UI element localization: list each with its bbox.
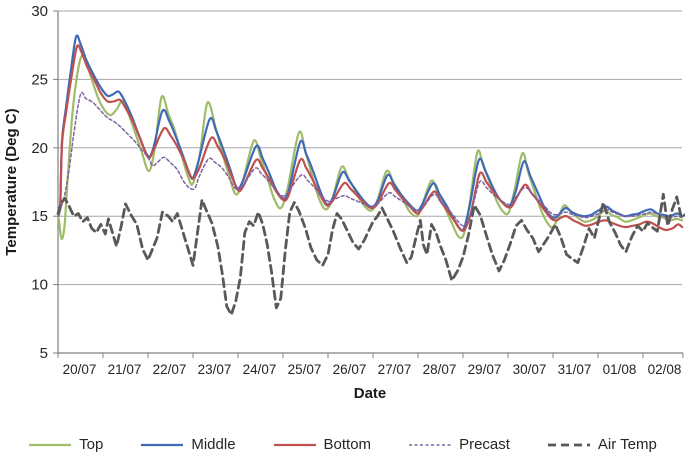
x-tick-label: 28/07 (423, 362, 457, 377)
y-tick-label: 10 (31, 277, 48, 294)
legend-item-middle: Middle (140, 436, 236, 453)
legend-item-bottom: Bottom (273, 436, 372, 453)
x-tick-label: 23/07 (198, 362, 232, 377)
x-tick-label: 27/07 (378, 362, 412, 377)
x-axis-title: Date (353, 385, 387, 402)
x-tick-label: 20/07 (63, 362, 97, 377)
legend-swatch-bottom (273, 443, 316, 446)
x-tick-label: 26/07 (333, 362, 367, 377)
series-line-bottom (57, 44, 684, 232)
x-tick-label: 21/07 (108, 362, 142, 377)
series-line-air-temp (56, 192, 685, 317)
y-tick-label: 30 (31, 3, 48, 20)
x-tick-label: 29/07 (468, 362, 502, 377)
legend-item-air-temp: Air Temp (547, 436, 657, 453)
y-axis-title: Temperature (Deg C) (3, 108, 20, 255)
x-tick-label: 22/07 (153, 362, 187, 377)
legend-label-top: Top (79, 436, 104, 453)
legend-item-precast: Precast (408, 436, 510, 453)
y-tick-label: 5 (40, 345, 48, 362)
x-tick-label: 31/07 (558, 362, 592, 377)
y-tick-label: 25 (31, 71, 48, 88)
y-tick-label: 20 (31, 140, 48, 157)
legend-swatch-air-temp (547, 443, 590, 446)
plot-area: 30 25 20 15 10 5 20/07 21/07 22/07 23/07 24/07 25/0… (3, 3, 685, 377)
series-line-middle (57, 34, 684, 232)
series-line-top (57, 53, 684, 241)
x-tick-label: 24/07 (243, 362, 277, 377)
legend-swatch-precast (409, 443, 452, 446)
legend-label-air-temp: Air Temp (597, 436, 657, 453)
legend-item-top: Top (28, 436, 103, 453)
axes (53, 10, 684, 358)
series-line-precast (58, 91, 683, 227)
series-lines (56, 34, 685, 317)
legend-label-precast: Precast (459, 436, 510, 453)
legend-swatch-top (29, 443, 72, 446)
legend-label-bottom: Bottom (323, 436, 372, 453)
x-tick-label: 02/08 (648, 362, 682, 377)
y-tick-label: 15 (31, 208, 48, 225)
x-tick-label: 30/07 (513, 362, 547, 377)
x-tick-label: 25/07 (288, 362, 322, 377)
legend-label-middle: Middle (191, 436, 236, 453)
x-tick-label: 01/08 (603, 362, 637, 377)
legend: Top Middle Bottom Precast Air Temp (0, 436, 685, 453)
gridlines (58, 10, 682, 286)
axis-tick-labels: 30 25 20 15 10 5 20/07 21/07 22/07 23/07 24/07 25/0… (31, 3, 681, 377)
legend-swatch-middle (141, 443, 184, 446)
